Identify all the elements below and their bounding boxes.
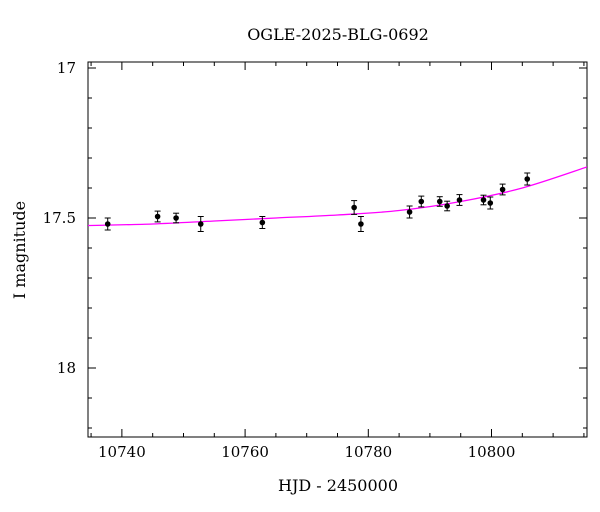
data-marker	[480, 197, 487, 203]
data-point	[104, 217, 111, 231]
x-tick-label: 10800	[468, 443, 516, 461]
data-point	[351, 200, 358, 215]
y-tick-label: 17.5	[43, 209, 76, 227]
data-point	[154, 210, 161, 223]
data-marker	[351, 204, 357, 211]
data-marker	[487, 200, 494, 206]
y-tick-labels: 17 17.5 18	[43, 59, 76, 377]
y-tick-label: 18	[57, 359, 76, 377]
data-marker	[154, 213, 161, 220]
data-point	[480, 194, 487, 206]
data-marker	[418, 198, 425, 205]
data-point	[197, 216, 204, 232]
x-tick-label: 10780	[344, 443, 392, 461]
data-marker	[259, 219, 266, 226]
data-marker	[406, 209, 413, 215]
x-tick-label: 10740	[98, 443, 146, 461]
data-marker	[456, 197, 463, 203]
x-tick-labels: 10740 10760 10780 10800	[98, 443, 515, 461]
model-line	[88, 166, 587, 227]
data-point	[487, 196, 494, 210]
data-point	[418, 195, 425, 208]
data-point	[173, 212, 180, 224]
data-marker	[358, 221, 364, 227]
data-marker	[173, 215, 179, 221]
data-point	[357, 216, 364, 232]
data-point	[499, 183, 506, 196]
chart-title: OGLE-2025-BLG-0692	[247, 25, 429, 44]
data-marker	[436, 198, 443, 205]
x-tick-label: 10760	[221, 443, 269, 461]
data-point	[436, 196, 443, 207]
data-points	[104, 172, 531, 232]
plot-frame	[87, 61, 588, 438]
data-marker	[524, 176, 531, 182]
model-curve	[88, 166, 587, 227]
data-point	[524, 172, 531, 186]
y-tick-label: 17	[57, 59, 76, 77]
data-marker	[104, 221, 111, 227]
axis-ticks	[88, 62, 587, 437]
y-axis-label: I magnitude	[10, 201, 29, 299]
data-point	[456, 194, 463, 206]
data-marker	[499, 186, 506, 193]
data-point	[406, 205, 413, 219]
data-marker	[444, 203, 450, 209]
data-point	[444, 200, 451, 212]
data-point	[259, 216, 266, 229]
data-marker	[197, 221, 204, 227]
x-axis-label: HJD - 2450000	[278, 476, 398, 495]
